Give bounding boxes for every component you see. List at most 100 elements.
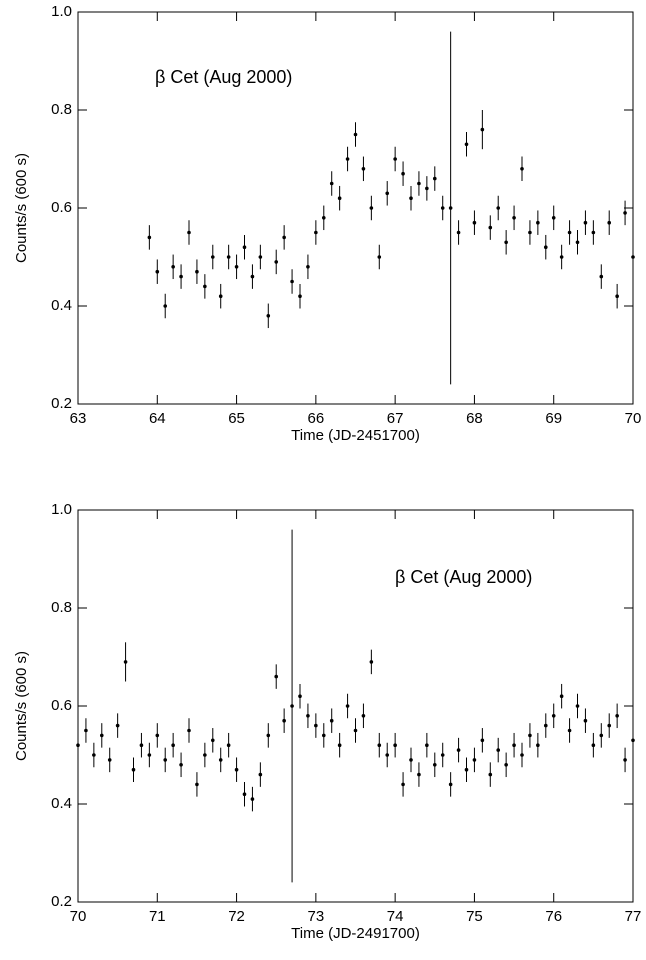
point [425,743,429,747]
point [163,304,168,308]
point [472,220,477,225]
point [266,733,271,738]
point [84,728,88,733]
point [234,265,239,269]
point [274,674,279,679]
point [361,167,366,171]
y-tick-label: 0.8 [51,101,72,118]
point [155,269,160,274]
point [329,181,334,186]
point [242,245,247,249]
y-tick-label: 0.8 [51,599,72,616]
point [345,704,350,708]
point [401,171,405,176]
point [615,714,619,718]
point [599,274,604,279]
point [306,714,310,718]
point [607,220,612,225]
point [226,743,231,747]
point [99,733,104,738]
y-tick-label: 1.0 [51,3,72,20]
annotation: β Cet (Aug 2000) [395,567,532,587]
point [266,314,271,318]
point [559,694,564,698]
point [147,753,152,757]
point [179,763,183,767]
point [369,660,374,664]
point [409,196,413,200]
point [377,743,382,747]
point [425,186,429,191]
point [480,127,485,132]
point [623,211,627,215]
point [258,255,263,259]
x-tick-label: 65 [228,410,245,427]
point [528,733,532,738]
point [591,743,596,747]
point [210,738,215,743]
y-axis-label: Counts/s (600 s) [13,651,30,761]
point [631,738,635,743]
point [298,294,302,299]
point [599,733,604,738]
point [321,216,326,220]
point [551,714,556,718]
point [337,743,342,747]
point [250,797,255,801]
point [171,265,175,269]
point [282,718,286,723]
plot-frame [77,509,634,903]
point [298,694,302,698]
point [369,206,374,210]
point [76,743,80,747]
annotation: β Cet (Aug 2000) [155,67,292,87]
point [306,265,310,269]
point [536,743,540,747]
x-tick-label: 77 [625,908,642,925]
point [385,191,390,196]
point [139,743,144,747]
point [623,758,627,762]
point [195,269,199,274]
point [504,240,508,245]
point [488,225,493,230]
point [488,772,493,777]
point [345,157,350,161]
point [195,782,199,787]
point [432,176,437,181]
point [631,255,635,259]
point [575,240,580,245]
point [520,753,524,757]
point [337,196,342,200]
point [210,255,215,259]
point [203,753,207,757]
y-tick-label: 0.4 [51,297,72,314]
point [377,255,382,259]
point [123,660,128,664]
x-tick-label: 74 [387,908,404,925]
x-tick-label: 63 [70,410,87,427]
point [440,753,445,757]
point [401,782,405,787]
point [551,216,556,220]
point [321,733,326,738]
point [155,733,160,738]
point [456,230,461,235]
x-tick-label: 66 [308,410,325,427]
point [314,723,318,728]
point [543,245,548,249]
point [583,220,588,225]
point [528,230,532,235]
x-tick-label: 67 [387,410,404,427]
point [583,718,588,723]
point [314,230,318,235]
point [218,294,223,299]
point [575,704,580,708]
point [115,723,120,728]
y-tick-label: 1.0 [51,501,72,518]
point [615,294,619,299]
point [329,718,334,723]
point [353,728,358,733]
point [203,284,207,289]
point [385,753,390,757]
